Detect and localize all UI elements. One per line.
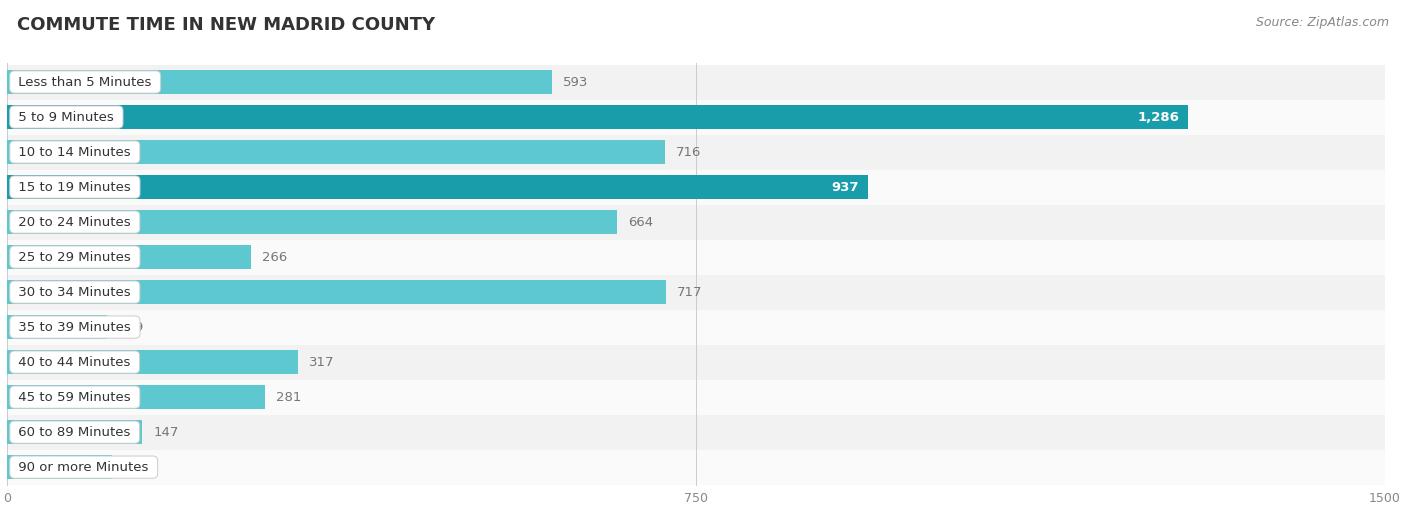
Text: 937: 937	[831, 180, 859, 194]
Text: 147: 147	[153, 426, 179, 439]
Bar	[7, 134, 1385, 169]
Bar	[7, 105, 1188, 129]
Text: 1,286: 1,286	[1137, 110, 1180, 123]
Text: 90 or more Minutes: 90 or more Minutes	[14, 461, 153, 474]
Bar	[7, 350, 298, 374]
Bar	[7, 140, 665, 164]
Bar	[7, 240, 1385, 275]
Bar	[7, 310, 1385, 345]
Bar	[7, 385, 266, 409]
Text: COMMUTE TIME IN NEW MADRID COUNTY: COMMUTE TIME IN NEW MADRID COUNTY	[17, 16, 434, 33]
Bar	[7, 70, 551, 94]
Bar	[7, 450, 1385, 485]
Bar	[7, 210, 617, 234]
Bar	[7, 169, 1385, 204]
Bar	[7, 380, 1385, 415]
Bar	[7, 245, 252, 269]
Bar	[7, 64, 1385, 99]
Bar	[7, 315, 107, 339]
Bar	[7, 455, 111, 479]
Bar	[7, 275, 1385, 310]
Text: Less than 5 Minutes: Less than 5 Minutes	[14, 75, 156, 88]
Text: 109: 109	[118, 321, 143, 334]
Bar	[7, 345, 1385, 380]
Bar	[7, 99, 1385, 134]
Text: 15 to 19 Minutes: 15 to 19 Minutes	[14, 180, 135, 194]
Text: 114: 114	[122, 461, 148, 474]
Text: 717: 717	[676, 286, 702, 299]
Bar	[7, 175, 868, 199]
Text: 20 to 24 Minutes: 20 to 24 Minutes	[14, 215, 135, 229]
Text: 45 to 59 Minutes: 45 to 59 Minutes	[14, 391, 135, 404]
Text: 35 to 39 Minutes: 35 to 39 Minutes	[14, 321, 135, 334]
Text: 281: 281	[276, 391, 301, 404]
Text: 664: 664	[628, 215, 654, 229]
Text: 266: 266	[263, 251, 288, 264]
Text: 30 to 34 Minutes: 30 to 34 Minutes	[14, 286, 135, 299]
Text: 10 to 14 Minutes: 10 to 14 Minutes	[14, 145, 135, 158]
Text: 5 to 9 Minutes: 5 to 9 Minutes	[14, 110, 118, 123]
Text: 40 to 44 Minutes: 40 to 44 Minutes	[14, 356, 135, 369]
Bar	[7, 415, 1385, 450]
Text: Source: ZipAtlas.com: Source: ZipAtlas.com	[1256, 16, 1389, 29]
Text: 60 to 89 Minutes: 60 to 89 Minutes	[14, 426, 135, 439]
Text: 317: 317	[309, 356, 335, 369]
Bar	[7, 420, 142, 444]
Text: 593: 593	[562, 75, 588, 88]
Bar	[7, 280, 665, 304]
Text: 25 to 29 Minutes: 25 to 29 Minutes	[14, 251, 135, 264]
Text: 716: 716	[676, 145, 702, 158]
Bar	[7, 204, 1385, 240]
